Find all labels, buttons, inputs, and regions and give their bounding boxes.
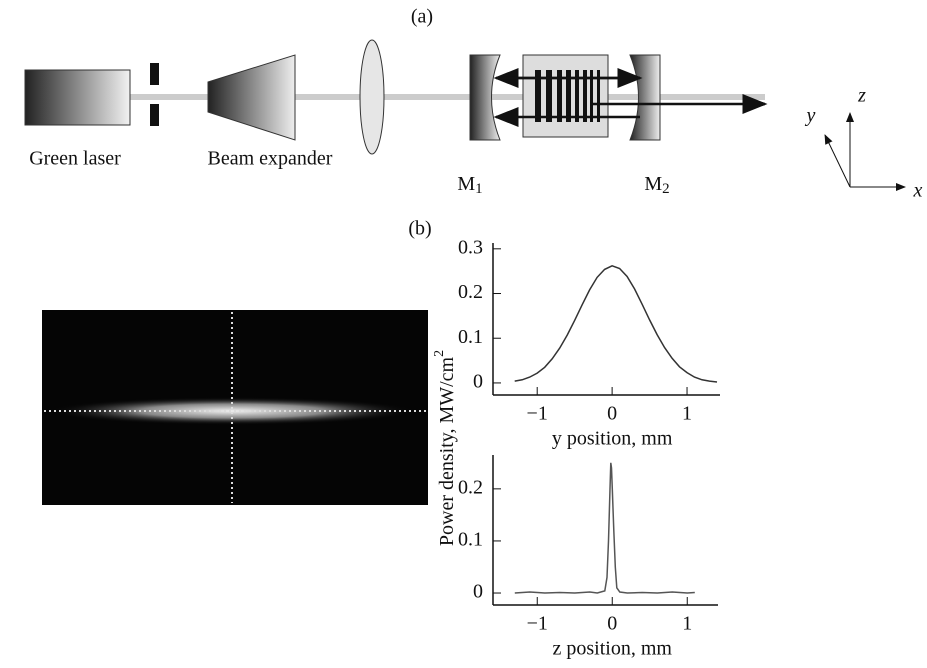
- x-tick-label: 0: [607, 403, 617, 425]
- y-label-sup: 2: [432, 350, 447, 357]
- y-tick-label: 0: [473, 581, 483, 603]
- profile-line: [515, 266, 717, 382]
- aperture: [150, 104, 159, 126]
- profile-line: [515, 463, 695, 593]
- mirror-sub: 2: [662, 181, 670, 197]
- x-axis-label: y position, mm: [552, 428, 673, 450]
- panel-label: (b): [408, 218, 431, 240]
- aperture: [150, 63, 159, 85]
- lens: [360, 40, 384, 154]
- x-tick-label: −1: [527, 613, 548, 635]
- y-tick-label: 0.1: [458, 529, 483, 551]
- axis-letter: y: [805, 105, 816, 127]
- axis-letter: z: [857, 85, 866, 107]
- x-tick-label: −1: [527, 403, 548, 425]
- mirror-sub: 1: [475, 181, 483, 197]
- y-label-text: Power density, MW/cm: [436, 356, 458, 546]
- y-tick-label: 0.3: [458, 236, 483, 258]
- x-tick-label: 1: [682, 613, 692, 635]
- x-tick-label: 0: [607, 613, 617, 635]
- x-tick-label: 1: [682, 403, 692, 425]
- panel-label: (a): [411, 6, 433, 28]
- mirror-label: M2: [644, 173, 669, 198]
- mirror-label: M1: [457, 173, 482, 198]
- beam-spot: [47, 397, 417, 425]
- axis-arrow: [825, 135, 850, 187]
- page: {"diagram": { "panel_a": "(a)", "laser_l…: [0, 0, 927, 668]
- expander: [208, 55, 295, 140]
- y-axis-label: Power density, MW/cm2: [432, 350, 457, 546]
- mirror-base: M: [644, 173, 662, 195]
- x-axis-label: z position, mm: [553, 638, 673, 660]
- figure: (a) Green laser Beam expander M1 M2 x y …: [0, 0, 927, 668]
- laser: [25, 70, 130, 125]
- y-tick-label: 0: [473, 371, 483, 393]
- y-tick-label: 0.1: [458, 326, 483, 348]
- mirror-base: M: [457, 173, 475, 195]
- axis-letter: x: [913, 180, 923, 202]
- laser-label: Green laser: [29, 148, 121, 170]
- y-tick-label: 0.2: [458, 476, 483, 498]
- y-tick-label: 0.2: [458, 281, 483, 303]
- expander-label: Beam expander: [208, 148, 333, 170]
